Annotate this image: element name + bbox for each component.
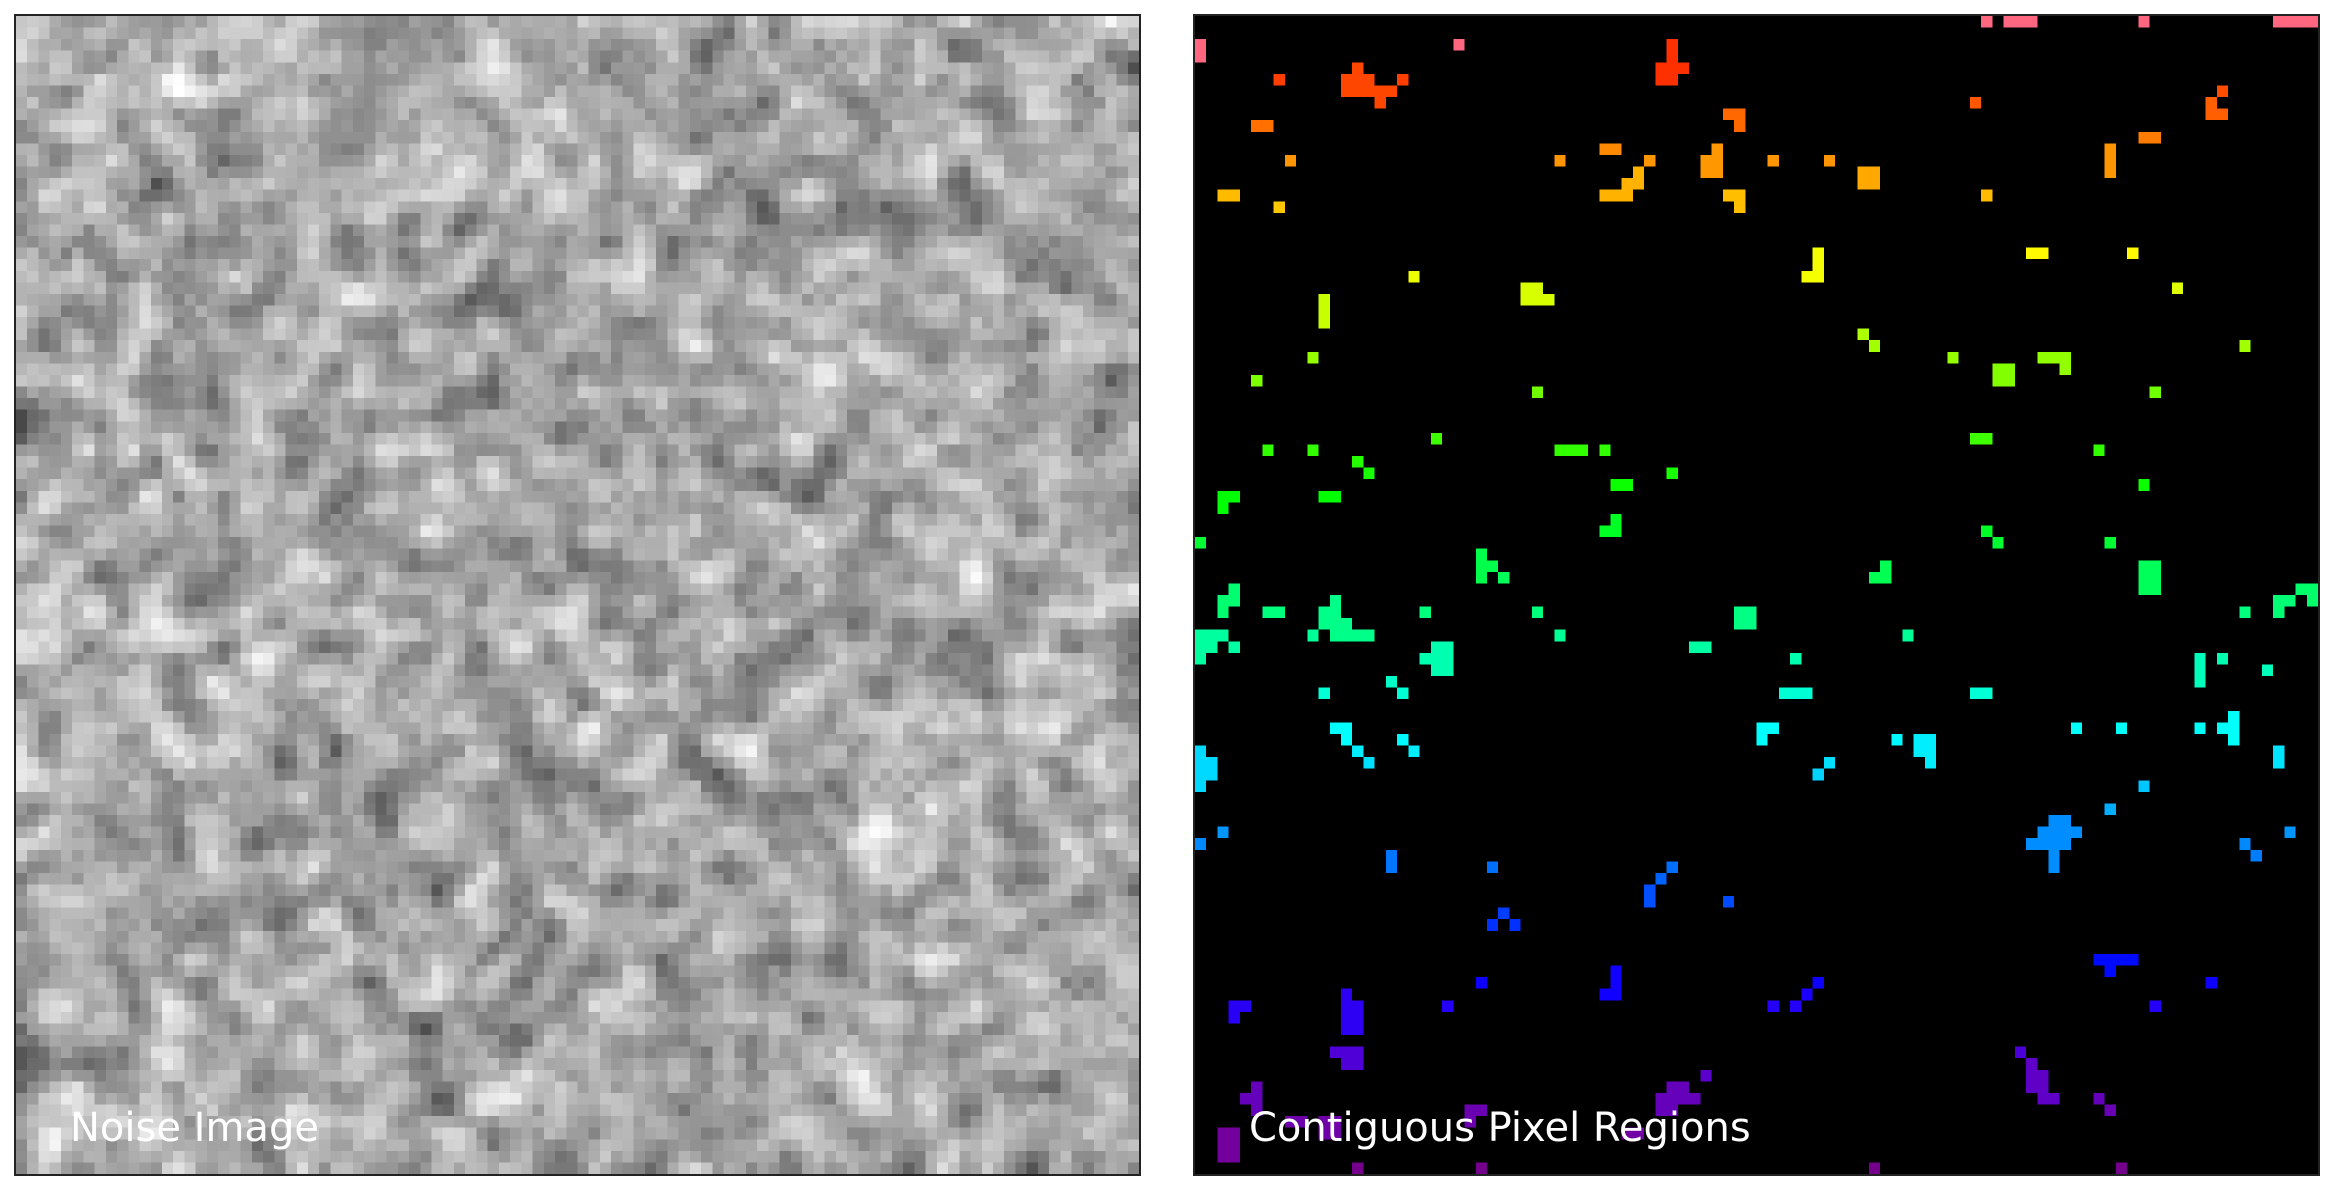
noise-image <box>16 16 1139 1174</box>
contiguous-regions-panel: Contiguous Pixel Regions <box>1193 14 2320 1176</box>
noise-image-panel: Noise Image <box>14 14 1141 1176</box>
contiguous-regions-label: Contiguous Pixel Regions <box>1249 1105 1751 1151</box>
noise-image-label: Noise Image <box>70 1105 319 1151</box>
contiguous-regions-image <box>1195 16 2318 1174</box>
